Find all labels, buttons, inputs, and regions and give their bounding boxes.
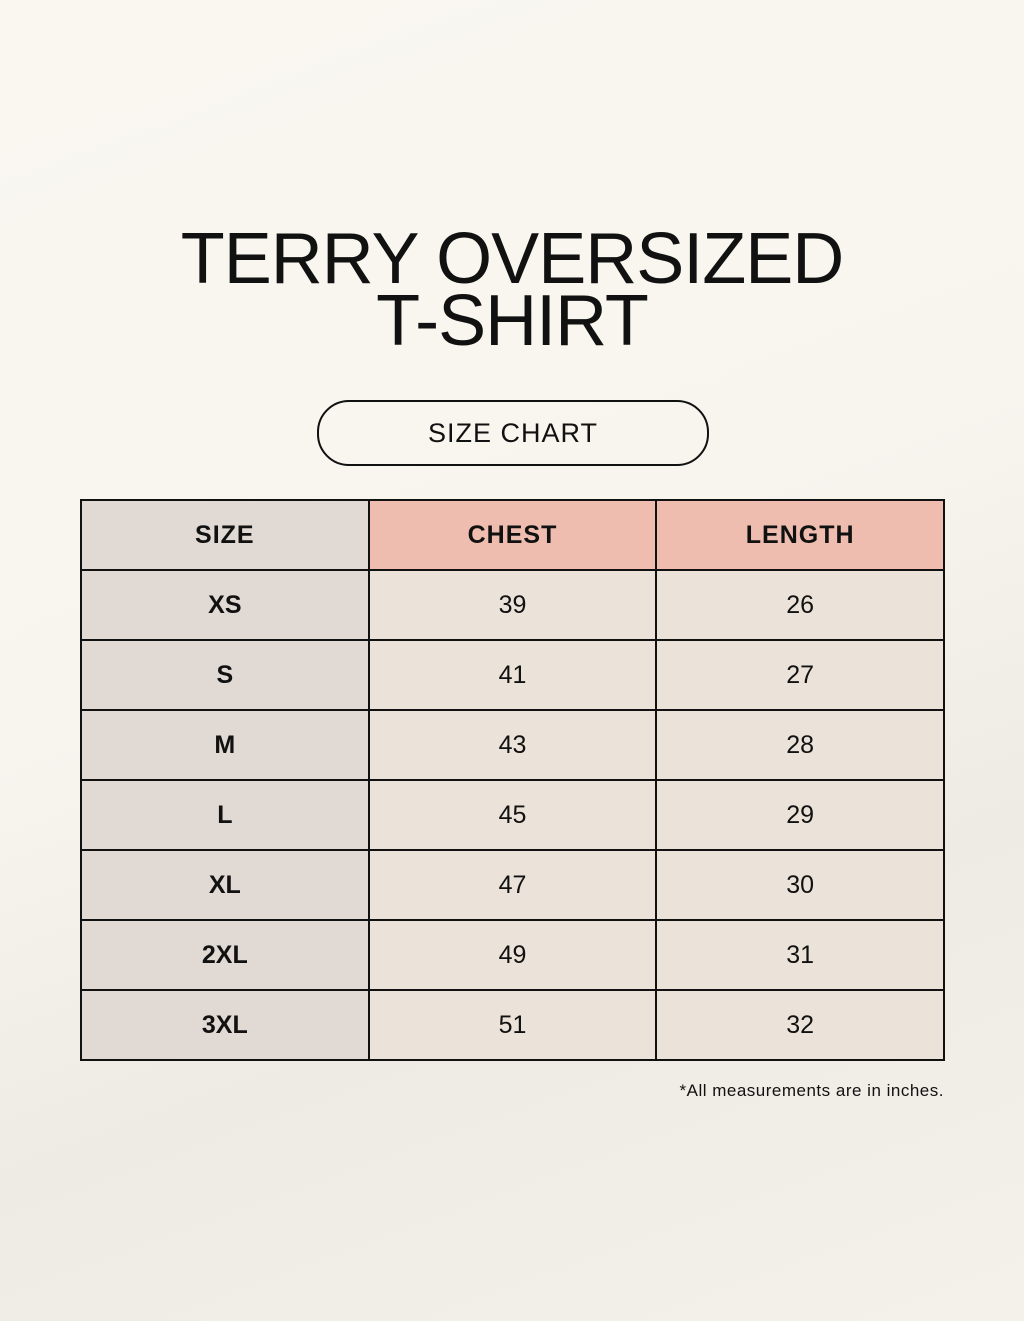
cell-size: M	[80, 709, 370, 781]
cell-size: S	[80, 639, 370, 711]
cell-length: 29	[655, 779, 945, 851]
table-row: XL 47 30	[80, 849, 945, 921]
title-line-2: T-SHIRT	[376, 281, 649, 361]
header-size: SIZE	[80, 499, 370, 571]
cell-length: 28	[655, 709, 945, 781]
cell-chest: 39	[367, 569, 658, 641]
table-row: XS 39 26	[80, 569, 945, 641]
table-row: 2XL 49 31	[80, 919, 945, 991]
cell-size: XS	[80, 569, 370, 641]
table-row: L 45 29	[80, 779, 945, 851]
cell-length: 27	[655, 639, 945, 711]
cell-chest: 43	[367, 709, 658, 781]
cell-length: 26	[655, 569, 945, 641]
cell-chest: 41	[367, 639, 658, 711]
size-table: SIZE CHEST LENGTH XS 39 26 S 41 27 M 43 28 L 45 29 X…	[80, 499, 945, 1061]
cell-size: 2XL	[80, 919, 370, 991]
cell-length: 31	[655, 919, 945, 991]
cell-chest: 45	[367, 779, 658, 851]
table-row: 3XL 51 32	[80, 989, 945, 1061]
page-title: TERRY OVERSIZED T-SHIRT	[0, 219, 1024, 361]
cell-chest: 49	[367, 919, 658, 991]
cell-size: 3XL	[80, 989, 370, 1061]
table-header-row: SIZE CHEST LENGTH	[80, 499, 945, 571]
table-row: S 41 27	[80, 639, 945, 711]
cell-chest: 51	[367, 989, 658, 1061]
table-row: M 43 28	[80, 709, 945, 781]
cell-size: L	[80, 779, 370, 851]
header-length: LENGTH	[655, 499, 945, 571]
measurement-note: *All measurements are in inches.	[679, 1081, 944, 1100]
header-chest: CHEST	[367, 499, 658, 571]
title-line-1: TERRY OVERSIZED	[180, 219, 845, 299]
size-chart-label: SIZE CHART	[317, 400, 709, 466]
cell-size: XL	[80, 849, 370, 921]
cell-chest: 47	[367, 849, 658, 921]
cell-length: 30	[655, 849, 945, 921]
cell-length: 32	[655, 989, 945, 1061]
